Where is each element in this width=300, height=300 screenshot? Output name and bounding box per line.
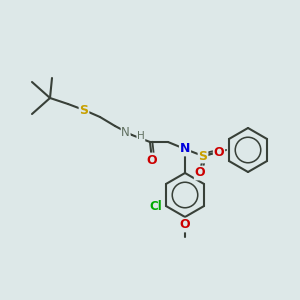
Text: S: S bbox=[80, 103, 88, 116]
Text: H: H bbox=[137, 131, 145, 141]
Text: N: N bbox=[121, 125, 130, 139]
Text: O: O bbox=[214, 146, 224, 158]
Text: Cl: Cl bbox=[150, 200, 162, 212]
Text: N: N bbox=[180, 142, 190, 155]
Text: O: O bbox=[147, 154, 157, 166]
Text: S: S bbox=[199, 149, 208, 163]
Text: O: O bbox=[195, 167, 205, 179]
Text: O: O bbox=[180, 218, 190, 232]
